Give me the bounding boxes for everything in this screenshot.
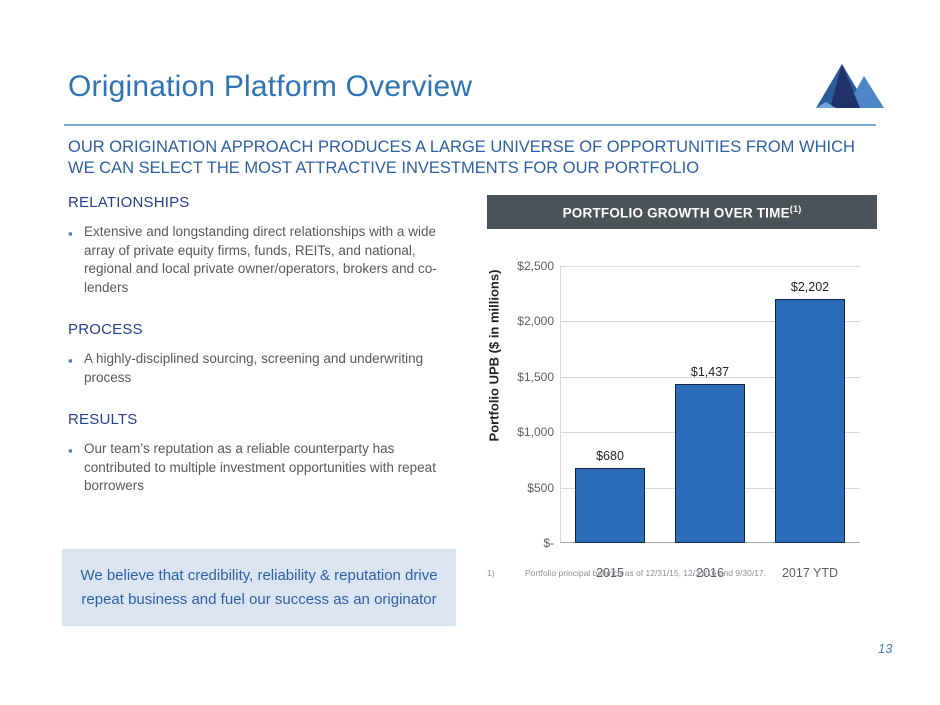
bullet-text: Extensive and longstanding direct relati… xyxy=(84,224,437,295)
page-number: 13 xyxy=(878,641,893,656)
footnote-number: 1) xyxy=(487,568,495,578)
chart-gridline xyxy=(560,266,860,267)
portfolio-growth-chart: Portfolio UPB ($ in millions) $- $500 $1,0… xyxy=(460,250,880,580)
bullet-icon: ▪ xyxy=(68,226,73,241)
chart-bar xyxy=(675,383,745,543)
section-heading-process: PROCESS xyxy=(68,321,143,338)
slide-subtitle: OUR ORIGINATION APPROACH PRODUCES A LARG… xyxy=(68,138,855,177)
chart-x-tick-label: 2017 YTD xyxy=(781,566,839,580)
chart-gridline xyxy=(560,321,860,323)
chart-bar-value-label: $2,202 xyxy=(790,280,830,295)
section-heading-relationships: RELATIONSHIPS xyxy=(68,194,190,211)
list-item: ▪ Our team’s reputation as a reliable co… xyxy=(68,440,460,496)
bullet-text: A highly-disciplined sourcing, screening… xyxy=(84,351,424,385)
left-content-column: RELATIONSHIPS ▪ Extensive and longstandi… xyxy=(68,194,460,500)
bullet-text: Our team’s reputation as a reliable coun… xyxy=(84,441,436,493)
chart-x-tick-label: 2015 xyxy=(596,566,624,580)
bullet-icon: ▪ xyxy=(68,443,73,458)
chart-y-tick-label: $2,000 xyxy=(517,314,554,329)
title-divider xyxy=(64,124,876,126)
chart-plot-area: $- $500 $1,000 $1,500 $2,000 $2,500 $680 2015 $1… xyxy=(517,259,860,580)
chart-y-tick-label: $- xyxy=(543,536,554,550)
chart-bar-value-label: $680 xyxy=(596,448,624,463)
chart-header-superscript: (1) xyxy=(789,203,802,214)
chart-bar xyxy=(775,299,845,543)
chart-y-tick-label: $2,500 xyxy=(517,259,554,273)
chart-footnote: 1) Portfolio principal balance as of 12/… xyxy=(487,568,887,578)
page-title: Origination Platform Overview xyxy=(68,70,473,103)
mountain-logo xyxy=(812,58,888,116)
list-item: ▪ Extensive and longstanding direct rela… xyxy=(68,223,460,297)
bullet-icon: ▪ xyxy=(68,353,73,368)
chart-y-tick-label: $500 xyxy=(527,480,554,495)
section-heading-results: RESULTS xyxy=(68,411,138,428)
chart-y-tick-label: $1,500 xyxy=(517,369,554,384)
chart-header-label: PORTFOLIO GROWTH OVER TIME xyxy=(562,205,790,221)
chart-y-axis-line xyxy=(560,266,561,543)
chart-gridline xyxy=(560,376,860,378)
footnote-text: Portfolio principal balance as of 12/31/… xyxy=(525,568,767,578)
chart-bar-value-label: $1,437 xyxy=(690,364,730,379)
chart-header-title: PORTFOLIO GROWTH OVER TIME(1) xyxy=(563,204,802,221)
chart-y-tick-label: $1,000 xyxy=(517,425,554,440)
callout-box: We believe that credibility, reliability… xyxy=(62,549,456,626)
chart-bar xyxy=(575,467,645,543)
chart-header-bar: PORTFOLIO GROWTH OVER TIME(1) xyxy=(487,195,877,229)
chart-x-tick-label: 2016 xyxy=(696,566,724,580)
callout-text: We believe that credibility, reliability… xyxy=(80,566,438,608)
list-item: ▪ A highly-disciplined sourcing, screeni… xyxy=(68,350,460,387)
